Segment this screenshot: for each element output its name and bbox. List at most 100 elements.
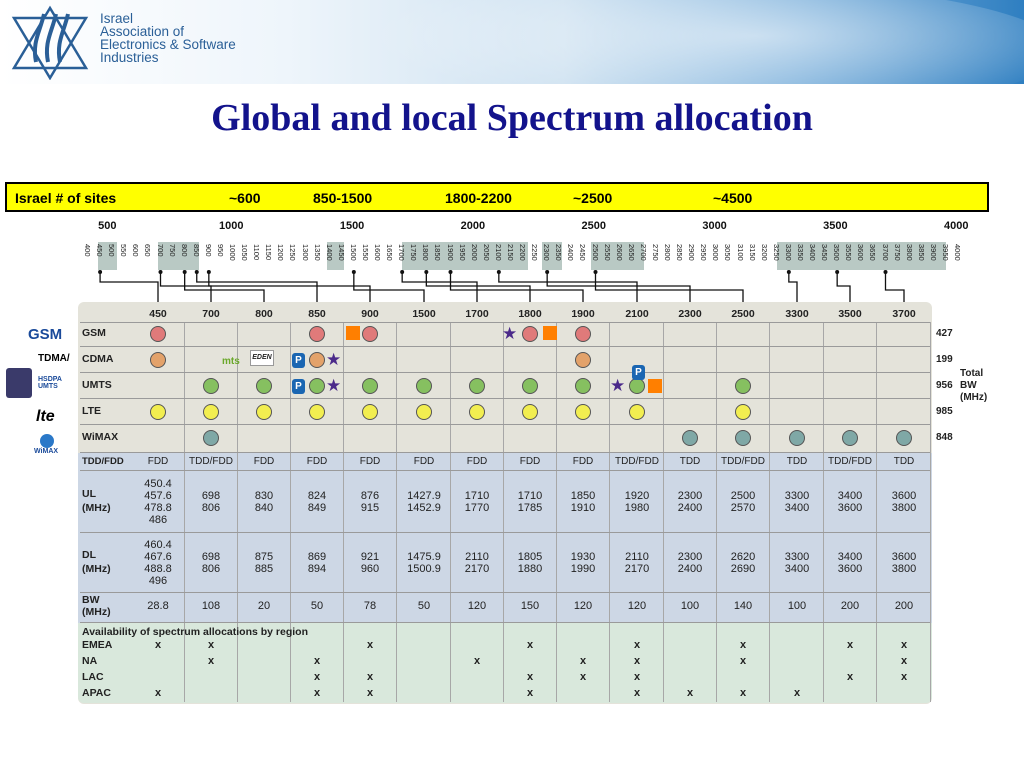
- ul-value: 830: [254, 490, 274, 502]
- scale-minor-label: 2250: [530, 244, 540, 261]
- scale-highlight: [158, 242, 200, 270]
- tech-availability-dot: [416, 404, 432, 420]
- frequency-band-section: [78, 453, 932, 623]
- region-label: LAC: [82, 671, 104, 683]
- tech-availability-dot: [575, 352, 591, 368]
- tech-availability-dot: [309, 378, 325, 394]
- tech-availability-dot: [522, 326, 538, 342]
- tech-availability-dot: [309, 352, 325, 368]
- tech-availability-dot: [575, 326, 591, 342]
- region-availability-mark: x: [900, 655, 908, 667]
- region-availability-mark: x: [900, 639, 908, 651]
- band-header: 1800: [518, 308, 542, 320]
- duplex-value: TDD/FDD: [615, 456, 659, 467]
- column-divider: [290, 322, 291, 702]
- lte-logo: lte: [36, 408, 55, 425]
- scale-major-label: 2500: [581, 220, 606, 232]
- tech-total-bw: 848: [936, 432, 953, 443]
- dl-value: 2170: [624, 563, 650, 575]
- ul-value: 3400: [784, 502, 810, 514]
- total-bw-label: Total BW (MHz): [960, 368, 987, 404]
- duplex-value: FDD: [466, 456, 488, 467]
- scale-major-label: 4000: [944, 220, 969, 232]
- dl-value: 3600: [837, 563, 863, 575]
- column-divider: [184, 322, 185, 702]
- duplex-value: FDD: [359, 456, 381, 467]
- region-availability-mark: x: [633, 639, 641, 651]
- band-header: 2100: [625, 308, 649, 320]
- tech-availability-dot: [416, 378, 432, 394]
- scale-minor-label: 2550: [602, 244, 612, 261]
- sites-value: 1800-2200: [445, 190, 512, 206]
- row-divider: [80, 592, 930, 593]
- scale-minor-label: 1350: [312, 244, 322, 261]
- column-divider: [716, 322, 717, 702]
- sites-label: Israel # of sites: [15, 190, 117, 206]
- bw-value: 20: [257, 600, 271, 612]
- availability-section: [78, 623, 932, 703]
- region-availability-mark: x: [366, 671, 374, 683]
- scale-minor-label: 1150: [264, 244, 274, 261]
- dl-value: 921: [360, 551, 380, 563]
- tech-availability-dot: [735, 430, 751, 446]
- tech-label: WiMAX: [82, 431, 119, 443]
- column-divider: [930, 322, 931, 702]
- umts-logo: HSDPA UMTS: [38, 376, 62, 390]
- dl-value: 3400: [837, 551, 863, 563]
- org-line: Electronics & Software: [100, 37, 236, 52]
- scale-minor-label: 1300: [300, 244, 310, 261]
- column-divider: [450, 322, 451, 702]
- band-header: 1700: [465, 308, 489, 320]
- band-connector-line: [196, 272, 318, 304]
- row-divider: [80, 532, 930, 533]
- star-of-david-hands-icon: [11, 5, 89, 80]
- scale-minor-label: 1100: [252, 244, 262, 261]
- duplex-value: TDD/FDD: [189, 456, 233, 467]
- tech-availability-dot: [203, 430, 219, 446]
- ul-value: 1710: [517, 490, 543, 502]
- scale-minor-label: 2300: [542, 244, 552, 261]
- duplex-value: FDD: [306, 456, 328, 467]
- band-header: 700: [202, 308, 220, 320]
- tech-label: CDMA: [82, 353, 114, 365]
- band-connector-line: [594, 272, 744, 304]
- band-connector-line: [884, 272, 905, 304]
- scale-minor-label: 650: [143, 244, 153, 257]
- dl-value: 460.4: [144, 539, 172, 551]
- dl-value: 2300: [677, 551, 703, 563]
- ul-value: 2500: [730, 490, 756, 502]
- wimax-logo: WiMAX: [34, 448, 59, 455]
- scale-minor-label: 1500: [348, 244, 358, 261]
- scale-major-label: 3500: [823, 220, 848, 232]
- bw-value: 120: [627, 600, 647, 612]
- region-availability-mark: x: [579, 671, 587, 683]
- scale-minor-label: 1650: [385, 244, 395, 261]
- region-availability-mark: x: [846, 671, 854, 683]
- dl-value: 960: [360, 563, 380, 575]
- scale-minor-label: 1250: [288, 244, 298, 261]
- scale-minor-label: 900: [203, 244, 213, 257]
- scale-minor-label: 2850: [675, 244, 685, 261]
- band-header: 450: [149, 308, 167, 320]
- row-divider: [80, 346, 930, 347]
- gsm-logo: GSM: [28, 326, 63, 343]
- org-line: Association of: [100, 24, 185, 39]
- bw-label: (MHz): [82, 606, 111, 618]
- dl-value: 1880: [517, 563, 543, 575]
- ul-value: 849: [307, 502, 327, 514]
- ul-value: 698: [201, 490, 221, 502]
- scale-minor-label: 3850: [916, 244, 926, 261]
- row-divider: [80, 398, 930, 399]
- band-connector-dot: [98, 270, 103, 274]
- duplex-value: TDD: [679, 456, 701, 467]
- scale-minor-label: 700: [155, 244, 165, 257]
- dl-value: 894: [307, 563, 327, 575]
- sites-value: 850-1500: [313, 190, 373, 206]
- israel-sites-bar: Israel # of sites ~600 850-1500 1800-220…: [5, 182, 989, 212]
- band-header: 2300: [678, 308, 702, 320]
- ul-value: 915: [360, 502, 380, 514]
- scale-minor-label: 3700: [880, 244, 890, 261]
- scale-minor-label: 400: [83, 244, 92, 257]
- column-divider: [343, 322, 344, 702]
- scale-minor-label: 1900: [445, 244, 455, 261]
